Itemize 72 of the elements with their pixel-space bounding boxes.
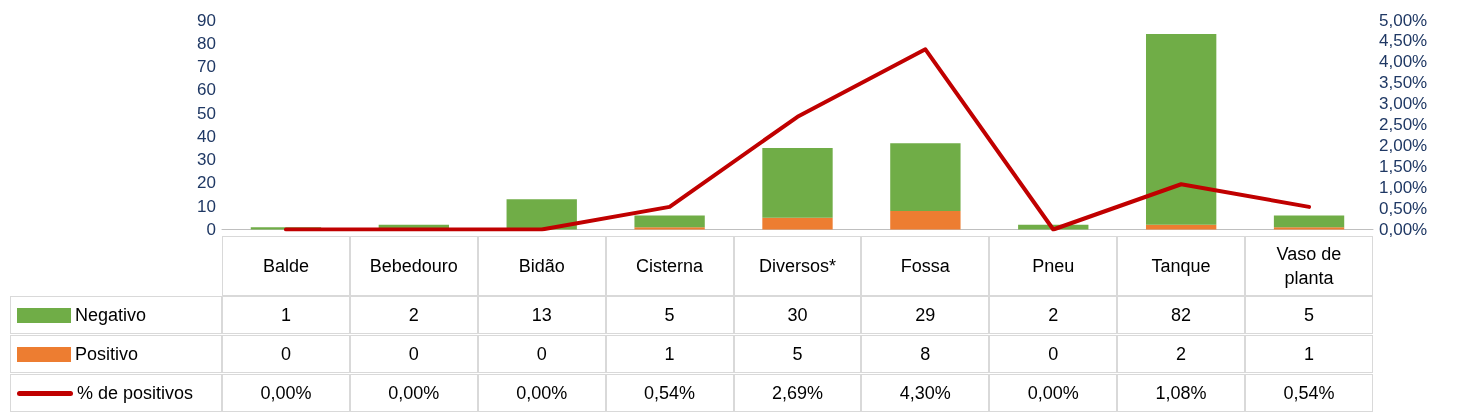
- y2-tick-label: 5,00%: [1379, 10, 1428, 30]
- x-tick-label: Diversos*: [733, 236, 862, 296]
- bar: [762, 217, 833, 230]
- data-label: 8: [861, 335, 990, 373]
- data-label: 1: [605, 335, 734, 373]
- data-label: 0,00%: [222, 374, 350, 412]
- data-label: 0,54%: [605, 374, 734, 412]
- y-tick-label: 40: [197, 126, 216, 146]
- data-label: 1: [1245, 335, 1373, 373]
- data-label: 5: [1245, 296, 1373, 334]
- y-tick-label: 0: [206, 220, 216, 239]
- y-tick-label: 70: [197, 57, 216, 77]
- y2-tick-label: 1,50%: [1379, 157, 1428, 177]
- y2-tick-label: 2,50%: [1379, 115, 1428, 135]
- y2-tick-label: 0,00%: [1379, 220, 1428, 239]
- bar: [890, 210, 961, 230]
- y2-tick-label: 3,00%: [1379, 94, 1428, 114]
- x-tick-label: Vaso de planta: [1245, 236, 1373, 296]
- x-tick-label: Balde: [222, 236, 350, 296]
- data-label: 0: [349, 335, 478, 373]
- data-label: 82: [1117, 296, 1245, 334]
- x-tick-label: Bidão: [477, 236, 606, 296]
- x-tick-label: Bebedouro: [349, 236, 478, 296]
- bar: [634, 215, 705, 228]
- legend-label: % de positivos: [77, 382, 194, 404]
- legend-label: Positivo: [75, 343, 139, 365]
- bar: [1273, 227, 1345, 230]
- data-label: 0: [222, 335, 350, 373]
- bar: [1273, 215, 1345, 228]
- y-tick-label: 10: [197, 196, 216, 216]
- data-label: 0,00%: [349, 374, 478, 412]
- y-tick-label: 60: [197, 80, 216, 100]
- data-label: 30: [733, 296, 862, 334]
- data-label: 2,69%: [733, 374, 862, 412]
- data-label: 0,00%: [477, 374, 606, 412]
- data-label: 5: [605, 296, 734, 334]
- data-label: 13: [477, 296, 606, 334]
- data-label: 4,30%: [861, 374, 990, 412]
- data-label: 2: [349, 296, 478, 334]
- y2-tick-label: 4,50%: [1379, 31, 1428, 51]
- y2-tick-label: 4,00%: [1379, 52, 1428, 72]
- bar: [506, 199, 577, 230]
- bar: [762, 148, 833, 218]
- x-tick-label: Tanque: [1117, 236, 1245, 296]
- y2-tick-label: 2,00%: [1379, 136, 1428, 156]
- bar: [1146, 224, 1217, 230]
- y-tick-label: 80: [197, 33, 216, 53]
- y2-tick-label: 0,50%: [1379, 199, 1428, 219]
- y-tick-label: 90: [197, 10, 216, 30]
- legend-label: Negativo: [75, 304, 147, 326]
- y-tick-label: 30: [197, 150, 216, 170]
- data-label: 2: [989, 296, 1118, 334]
- bar: [890, 143, 961, 211]
- data-label: 2: [1117, 335, 1245, 373]
- data-label: 5: [733, 335, 862, 373]
- line-series: [283, 47, 1312, 232]
- y2-tick-label: 1,00%: [1379, 178, 1428, 198]
- data-label: 29: [861, 296, 990, 334]
- x-tick-label: Fossa: [861, 236, 990, 296]
- x-tick-label: Pneu: [989, 236, 1118, 296]
- data-label: 1: [222, 296, 350, 334]
- y2-tick-label: 3,50%: [1379, 73, 1428, 93]
- data-label: 0: [989, 335, 1118, 373]
- y-tick-label: 50: [197, 103, 216, 123]
- data-label: 0: [477, 335, 606, 373]
- data-label: 0,00%: [989, 374, 1118, 412]
- bar: [1146, 33, 1217, 225]
- bar: [634, 227, 705, 230]
- x-tick-label: Cisterna: [605, 236, 734, 296]
- y-tick-label: 20: [197, 173, 216, 193]
- data-label: 0,54%: [1245, 374, 1373, 412]
- data-label: 1,08%: [1117, 374, 1245, 412]
